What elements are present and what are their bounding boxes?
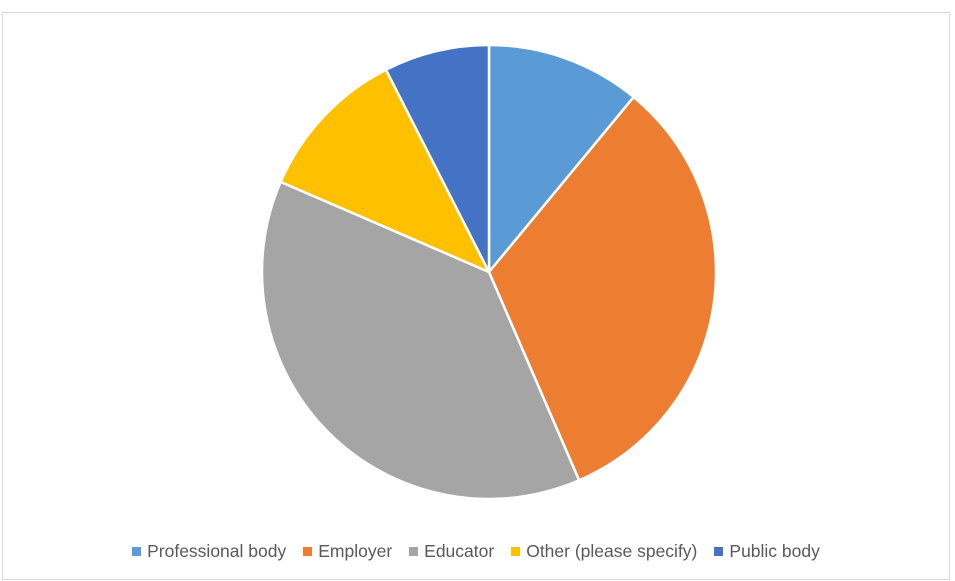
chart-area: Professional body Employer Educator Othe… <box>2 12 950 580</box>
legend: Professional body Employer Educator Othe… <box>3 541 949 562</box>
legend-item-public-body: Public body <box>714 541 820 562</box>
legend-swatch-employer <box>303 547 313 556</box>
pie-slice-employer <box>487 95 718 482</box>
pie-slice-other-please-specify <box>279 68 491 274</box>
legend-item-educator: Educator <box>409 541 494 562</box>
legend-swatch-educator <box>409 547 419 556</box>
pie-slice-educator <box>260 180 581 501</box>
legend-swatch-professional-body <box>132 547 142 556</box>
pie-slice-professional-body <box>487 43 635 274</box>
legend-label-educator: Educator <box>424 541 495 561</box>
pie-slice-public-body <box>384 43 491 274</box>
legend-item-other: Other (please specify) <box>511 541 697 562</box>
legend-swatch-other <box>511 547 521 556</box>
legend-item-professional-body: Professional body <box>132 541 286 562</box>
legend-item-employer: Employer <box>303 541 392 562</box>
legend-label-professional-body: Professional body <box>147 541 287 561</box>
legend-label-other: Other (please specify) <box>526 541 698 561</box>
legend-swatch-public-body <box>714 547 724 556</box>
legend-label-public-body: Public body <box>729 541 820 561</box>
legend-label-employer: Employer <box>318 541 393 561</box>
pie-chart <box>260 43 718 501</box>
